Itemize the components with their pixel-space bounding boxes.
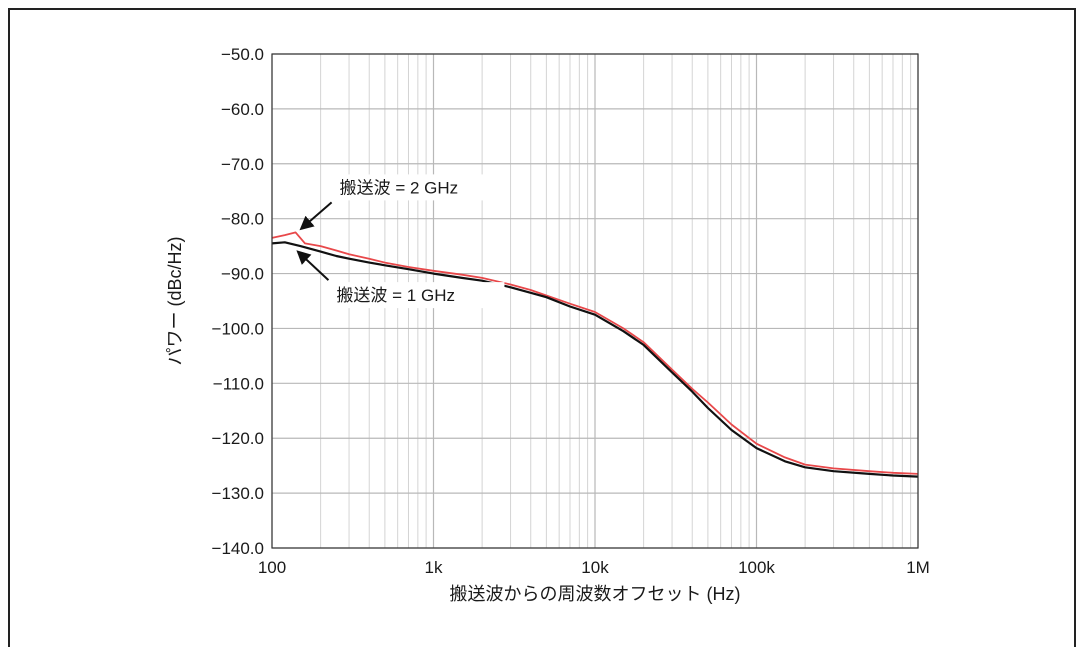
annotation-bg-2ghz <box>333 174 506 201</box>
y-tick-label: −100.0 <box>212 319 264 338</box>
figure-frame: −50.0 −60.0 −70.0 −80.0 −90.0 −100.0 −110.0 −12… <box>8 8 1076 647</box>
x-tick-label: 1k <box>425 558 443 577</box>
series-line-2 <box>271 241 919 478</box>
x-tick-label: 100k <box>738 558 775 577</box>
x-tick-label: 100 <box>258 558 286 577</box>
y-axis-title: パワー (dBc/Hz) <box>165 236 185 365</box>
annotation-arrow-1ghz <box>296 250 330 281</box>
phase-noise-chart: −50.0 −60.0 −70.0 −80.0 −90.0 −100.0 −110.0 −12… <box>165 45 930 604</box>
plot-border <box>271 53 919 549</box>
y-tick-label: −60.0 <box>221 100 264 119</box>
x-axis-title: 搬送波からの周波数オフセット (Hz) <box>450 584 741 604</box>
x-tick-label: 1M <box>906 558 930 577</box>
annotation-label-1ghz: 搬送波 = 1 GHz <box>336 286 455 305</box>
y-tick-label: −50.0 <box>221 45 264 64</box>
y-tick-label: −80.0 <box>221 210 264 229</box>
y-tick-label: −120.0 <box>212 429 264 448</box>
y-tick-label: −140.0 <box>212 539 264 558</box>
x-tick-label: 10k <box>581 558 609 577</box>
annotation-label-2ghz: 搬送波 = 2 GHz <box>340 178 459 197</box>
y-tick-label: −90.0 <box>221 265 264 284</box>
y-tick-label: −110.0 <box>213 374 264 393</box>
annotation-arrow-2ghz <box>299 201 333 231</box>
annotation-bg-1ghz <box>332 282 505 309</box>
y-tick-label: −130.0 <box>212 484 264 503</box>
series-line-1 <box>271 231 919 475</box>
y-tick-label: −70.0 <box>221 155 264 174</box>
